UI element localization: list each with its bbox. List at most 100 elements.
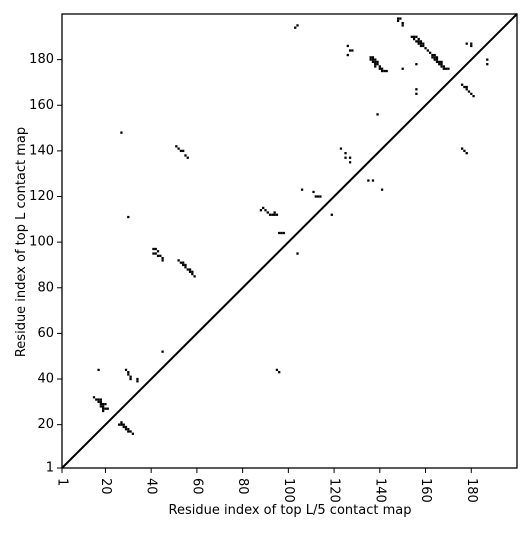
contact-cell-upper <box>435 60 439 64</box>
y-tick-label: 1 <box>46 461 54 476</box>
contact-cell-upper <box>465 85 468 89</box>
contact-cell-upper <box>380 188 384 191</box>
contact-cell-lower <box>99 405 103 408</box>
contact-cell-upper <box>374 60 377 64</box>
plot-frame <box>61 13 518 469</box>
contact-cell-upper <box>419 44 423 48</box>
contact-cell-lower <box>161 259 164 262</box>
x-tick-label: 60 <box>189 478 204 495</box>
x-tick-label: 180 <box>464 478 479 503</box>
contact-cell-upper <box>369 56 372 59</box>
contact-cell-upper <box>442 65 445 68</box>
contact-cell-lower <box>102 405 105 408</box>
contact-cell-upper <box>396 17 400 20</box>
contact-cell-lower <box>278 231 281 235</box>
y-tick-label: 60 <box>37 326 54 341</box>
contact-cell-upper <box>465 152 468 155</box>
contact-cell-lower <box>186 268 189 271</box>
contact-cell-upper <box>399 17 402 20</box>
contact-cell-upper <box>348 49 352 52</box>
contact-cell-lower <box>104 402 107 406</box>
contact-cell-lower <box>120 131 123 134</box>
contact-cell-upper <box>419 42 423 45</box>
contact-cell-upper <box>316 195 320 198</box>
contact-cell-upper <box>344 152 347 155</box>
contact-cell-lower <box>154 252 157 255</box>
contact-cell-upper <box>440 63 443 66</box>
contact-cell-upper <box>438 63 441 66</box>
contact-cell-lower <box>188 270 192 273</box>
contact-cell-upper <box>415 40 418 43</box>
contact-cell-upper <box>463 149 466 153</box>
contact-cell-lower <box>159 254 162 257</box>
contact-cell-lower <box>259 209 263 212</box>
contact-cell-upper <box>401 24 404 27</box>
contact-cell-upper <box>465 88 468 91</box>
contact-cell-upper <box>330 213 333 216</box>
contact-cell-upper <box>401 21 404 25</box>
contact-cell-upper <box>447 67 450 70</box>
contact-cell-lower <box>122 425 125 429</box>
x-tick-label: 20 <box>98 478 113 495</box>
contact-cell-lower <box>188 268 192 271</box>
contact-cell-lower <box>177 147 180 150</box>
contact-cell-lower <box>97 368 100 372</box>
contact-cell-upper <box>348 161 352 164</box>
contact-cell-upper <box>401 67 404 70</box>
contact-cell-lower <box>275 368 279 372</box>
contact-cell-lower <box>264 209 267 212</box>
contact-cell-upper <box>378 65 381 68</box>
contact-cell-upper <box>380 67 384 70</box>
x-tick-label: 160 <box>418 478 433 503</box>
contact-cell-upper <box>417 40 420 43</box>
contact-cell-lower <box>131 432 135 435</box>
contact-cell-upper <box>412 35 416 38</box>
contact-cell-upper <box>486 58 489 61</box>
contact-cell-upper <box>294 26 297 29</box>
contact-cell-upper <box>376 113 379 116</box>
contact-cell-lower <box>127 373 130 376</box>
x-axis-ticks: 1 20 40 60 80 100 120 140 160 180 <box>55 468 479 503</box>
contact-cell-upper <box>422 42 425 45</box>
y-axis-label: Residue index of top L contact map <box>14 127 29 357</box>
contact-cell-upper <box>312 190 315 194</box>
contact-cell-upper <box>396 19 400 22</box>
contact-cell-lower <box>182 263 185 267</box>
contact-cell-upper <box>410 35 413 38</box>
contact-cell-upper <box>422 44 425 48</box>
contact-cell-upper <box>415 88 418 91</box>
contact-cell-upper <box>344 156 347 159</box>
y-tick-label: 80 <box>37 280 54 295</box>
contact-cell-upper <box>431 53 434 57</box>
contact-cell-upper <box>300 188 304 191</box>
contact-cell-lower <box>191 270 194 273</box>
contact-cell-lower <box>92 396 96 399</box>
contact-cell-upper <box>428 51 432 54</box>
contact-cell-lower <box>177 259 180 262</box>
y-tick-label: 160 <box>29 98 54 113</box>
contact-cell-lower <box>95 398 98 401</box>
contact-cell-lower <box>127 430 130 433</box>
contact-cell-lower <box>186 156 189 159</box>
x-axis-label: Residue index of top L/5 contact map <box>169 503 412 518</box>
contact-cell-upper <box>470 42 473 45</box>
contact-cell-upper <box>431 56 434 59</box>
contact-cell-upper <box>460 147 464 150</box>
contact-cell-lower <box>136 380 139 383</box>
contact-cell-upper <box>371 56 375 59</box>
contact-cell-lower <box>99 400 103 403</box>
contact-cell-upper <box>444 67 448 70</box>
contact-cell-lower <box>127 371 130 374</box>
contact-cell-lower <box>156 254 160 257</box>
contact-cell-upper <box>486 63 489 66</box>
contact-cell-upper <box>470 92 473 95</box>
contact-cell-lower <box>97 398 100 401</box>
contact-cell-upper <box>378 67 381 70</box>
contact-cell-upper <box>374 65 377 68</box>
x-tick-label: 140 <box>372 478 387 503</box>
contact-cell-upper <box>376 63 379 66</box>
contact-cell-upper <box>371 60 375 64</box>
